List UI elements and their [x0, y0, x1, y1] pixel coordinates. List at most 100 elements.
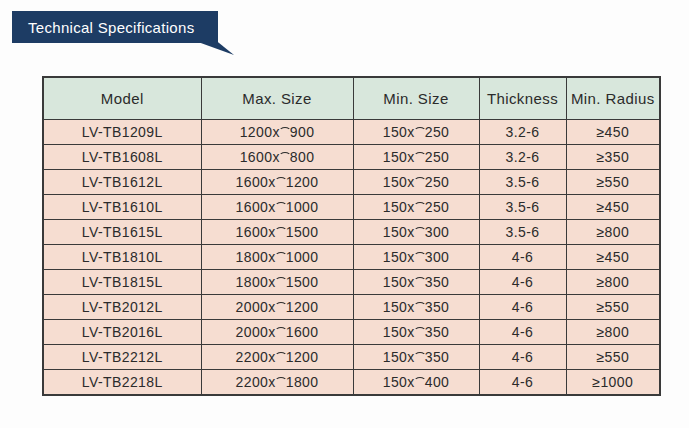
cell-min-radius: ≥800 — [566, 220, 660, 245]
table-row: LV-TB2212L2200x1200150x3504-6≥550 — [43, 345, 660, 370]
arc-icon — [414, 377, 426, 385]
cell-max-size: 2000x1600 — [201, 320, 353, 345]
banner-tail-shape — [198, 42, 234, 55]
arc-icon — [275, 327, 287, 335]
arc-icon — [414, 327, 426, 335]
arc-icon — [275, 277, 287, 285]
cell-min-size: 150x300 — [353, 220, 479, 245]
cell-thickness: 4-6 — [479, 270, 566, 295]
cell-min-radius: ≥350 — [566, 145, 660, 170]
column-header-max-size: Max. Size — [201, 77, 353, 120]
cell-min-size: 150x300 — [353, 245, 479, 270]
cell-thickness: 3.5-6 — [479, 170, 566, 195]
cell-thickness: 4-6 — [479, 295, 566, 320]
cell-max-size: 1600x1200 — [201, 170, 353, 195]
cell-max-size: 1600x800 — [201, 145, 353, 170]
cell-max-size: 2000x1200 — [201, 295, 353, 320]
arc-icon — [414, 177, 426, 185]
cell-min-radius: ≥1000 — [566, 370, 660, 396]
spec-table: Model Max. Size Min. Size Thickness Min.… — [42, 76, 661, 396]
cell-max-size: 2200x1200 — [201, 345, 353, 370]
cell-min-size: 150x250 — [353, 120, 479, 145]
cell-model: LV-TB1810L — [43, 245, 201, 270]
cell-model: LV-TB1615L — [43, 220, 201, 245]
arc-icon — [414, 127, 426, 135]
arc-icon — [414, 227, 426, 235]
arc-icon — [279, 127, 291, 135]
header-row: Model Max. Size Min. Size Thickness Min.… — [43, 77, 660, 120]
arc-icon — [275, 177, 287, 185]
cell-min-size: 150x250 — [353, 195, 479, 220]
cell-thickness: 3.5-6 — [479, 220, 566, 245]
cell-thickness: 3.5-6 — [479, 195, 566, 220]
cell-thickness: 4-6 — [479, 370, 566, 396]
cell-max-size: 1800x1500 — [201, 270, 353, 295]
table-row: LV-TB1612L1600x1200150x2503.5-6≥550 — [43, 170, 660, 195]
column-header-thickness: Thickness — [479, 77, 566, 120]
cell-min-size: 150x250 — [353, 170, 479, 195]
cell-model: LV-TB1610L — [43, 195, 201, 220]
arc-icon — [414, 202, 426, 210]
cell-max-size: 1800x1000 — [201, 245, 353, 270]
cell-min-radius: ≥450 — [566, 245, 660, 270]
cell-min-radius: ≥800 — [566, 320, 660, 345]
cell-thickness: 4-6 — [479, 345, 566, 370]
cell-model: LV-TB2218L — [43, 370, 201, 396]
cell-min-radius: ≥550 — [566, 170, 660, 195]
cell-model: LV-TB1612L — [43, 170, 201, 195]
table-row: LV-TB1209L1200x900150x2503.2-6≥450 — [43, 120, 660, 145]
cell-max-size: 1600x1500 — [201, 220, 353, 245]
cell-min-size: 150x350 — [353, 295, 479, 320]
cell-min-size: 150x250 — [353, 145, 479, 170]
cell-max-size: 1600x1000 — [201, 195, 353, 220]
cell-thickness: 3.2-6 — [479, 145, 566, 170]
table-row: LV-TB2218L2200x1800150x4004-6≥1000 — [43, 370, 660, 396]
cell-model: LV-TB1815L — [43, 270, 201, 295]
table-row: LV-TB1608L1600x800150x2503.2-6≥350 — [43, 145, 660, 170]
cell-max-size: 1200x900 — [201, 120, 353, 145]
section-banner: Technical Specifications — [12, 11, 218, 43]
cell-min-radius: ≥450 — [566, 120, 660, 145]
arc-icon — [275, 252, 287, 260]
cell-min-size: 150x350 — [353, 270, 479, 295]
arc-icon — [279, 152, 291, 160]
spec-table-header: Model Max. Size Min. Size Thickness Min.… — [43, 77, 660, 120]
table-row: LV-TB2012L2000x1200150x3504-6≥550 — [43, 295, 660, 320]
cell-model: LV-TB2012L — [43, 295, 201, 320]
cell-min-radius: ≥800 — [566, 270, 660, 295]
spec-table-body: LV-TB1209L1200x900150x2503.2-6≥450LV-TB1… — [43, 120, 660, 396]
table-row: LV-TB1610L1600x1000150x2503.5-6≥450 — [43, 195, 660, 220]
arc-icon — [275, 352, 287, 360]
cell-min-size: 150x350 — [353, 320, 479, 345]
cell-min-size: 150x350 — [353, 345, 479, 370]
table-row: LV-TB2016L2000x1600150x3504-6≥800 — [43, 320, 660, 345]
column-header-model: Model — [43, 77, 201, 120]
cell-model: LV-TB2016L — [43, 320, 201, 345]
arc-icon — [275, 302, 287, 310]
table-row: LV-TB1810L1800x1000150x3004-6≥450 — [43, 245, 660, 270]
column-header-min-size: Min. Size — [353, 77, 479, 120]
arc-icon — [414, 302, 426, 310]
cell-model: LV-TB1608L — [43, 145, 201, 170]
arc-icon — [414, 352, 426, 360]
cell-min-radius: ≥550 — [566, 345, 660, 370]
cell-thickness: 4-6 — [479, 245, 566, 270]
cell-max-size: 2200x1800 — [201, 370, 353, 396]
cell-model: LV-TB2212L — [43, 345, 201, 370]
cell-thickness: 4-6 — [479, 320, 566, 345]
arc-icon — [275, 202, 287, 210]
page: Technical Specifications Model Max. Size… — [0, 0, 689, 428]
arc-icon — [414, 252, 426, 260]
table-row: LV-TB1615L1600x1500150x3003.5-6≥800 — [43, 220, 660, 245]
arc-icon — [275, 377, 287, 385]
arc-icon — [275, 227, 287, 235]
cell-min-radius: ≥450 — [566, 195, 660, 220]
arc-icon — [414, 152, 426, 160]
cell-model: LV-TB1209L — [43, 120, 201, 145]
arc-icon — [414, 277, 426, 285]
cell-min-size: 150x400 — [353, 370, 479, 396]
section-title: Technical Specifications — [28, 19, 194, 36]
cell-min-radius: ≥550 — [566, 295, 660, 320]
table-row: LV-TB1815L1800x1500150x3504-6≥800 — [43, 270, 660, 295]
cell-thickness: 3.2-6 — [479, 120, 566, 145]
